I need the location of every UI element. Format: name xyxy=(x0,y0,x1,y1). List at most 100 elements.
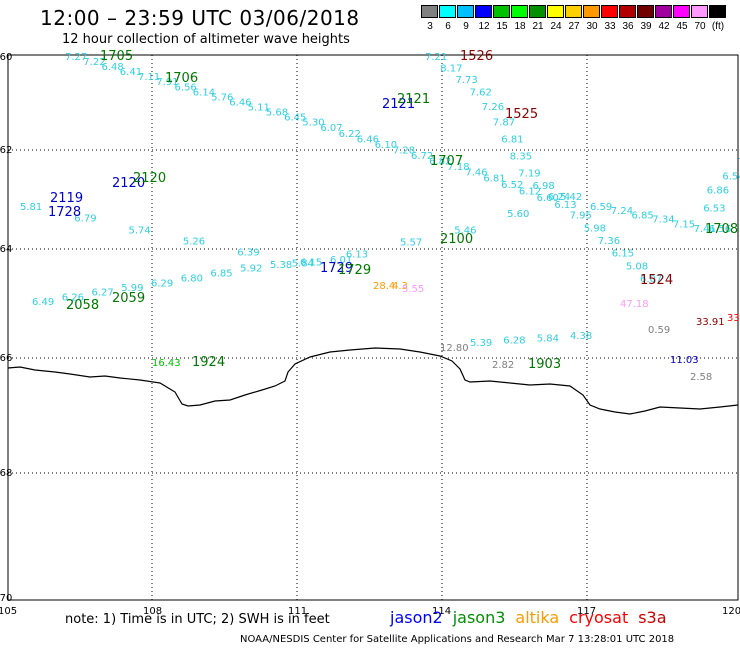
point-value: 47.18 xyxy=(620,299,649,310)
legend-label: 24 xyxy=(550,21,562,32)
track-value: 7.24 xyxy=(611,206,633,217)
track-value: 6.60 xyxy=(537,193,559,204)
legend-label: 15 xyxy=(496,21,508,32)
pass-id-label: 1705 xyxy=(100,49,133,64)
track-value: 6.53 xyxy=(703,204,725,215)
track-value: 6.85 xyxy=(632,210,654,221)
track-value: 5.39 xyxy=(470,338,492,349)
track-value: 6.81 xyxy=(483,173,505,184)
pass-id-label: 2121 xyxy=(382,97,415,112)
satellite-legend-item: s3a xyxy=(638,608,667,627)
track-value: 7.91 xyxy=(156,77,178,88)
legend-label: 6 xyxy=(445,21,451,32)
track-value: 6.07 xyxy=(640,274,662,285)
track-value: 7.41 xyxy=(694,224,716,235)
track-value: 6.56 xyxy=(709,224,731,235)
pass-id-label: 1706 xyxy=(165,71,198,86)
point-value: 28.4 xyxy=(373,281,395,292)
track-value: 6.26 xyxy=(62,292,84,303)
legend-label: 21 xyxy=(532,21,544,32)
legend-label: 45 xyxy=(676,21,688,32)
lat-label: -62 xyxy=(0,145,12,156)
track-value: 6.13 xyxy=(346,250,368,261)
track-value: 6.10 xyxy=(375,140,397,151)
legend-swatch xyxy=(421,5,438,18)
track-value: 5.84 xyxy=(292,258,314,269)
track-value: 5.74 xyxy=(129,225,151,236)
track-value: 5.68 xyxy=(266,108,288,119)
legend-label: 30 xyxy=(586,21,598,32)
legend-swatch xyxy=(547,5,564,18)
track-value: 7.87 xyxy=(493,118,515,129)
point-value: 5.55 xyxy=(402,284,424,295)
legend-label: 27 xyxy=(568,21,580,32)
legend-label: 39 xyxy=(640,21,652,32)
pass-id-label: 1903 xyxy=(528,357,561,372)
legend-label: 70 xyxy=(694,21,706,32)
track-value: 6.27 xyxy=(92,288,114,299)
track-value: 6.72 xyxy=(411,151,433,162)
track-value: 7.73 xyxy=(456,75,478,86)
track-value: 6.85 xyxy=(210,269,232,280)
track-value: 6.15 xyxy=(300,258,322,269)
lon-label: 108 xyxy=(143,606,162,617)
antarctic-coastline xyxy=(7,347,739,415)
track-value: 6.46 xyxy=(229,97,251,108)
track-value: 7.19 xyxy=(518,169,540,180)
track-value: 6.46 xyxy=(357,134,379,145)
track-value: 7.95 xyxy=(570,211,592,222)
track-value: 6.59 xyxy=(590,202,612,213)
track-value: 6.49 xyxy=(32,297,54,308)
track-value: 6.01 xyxy=(330,255,352,266)
map-title: 12:00 – 23:59 UTC 03/06/2018 xyxy=(40,6,360,30)
pass-id-label: 1707 xyxy=(430,154,463,169)
track-value: 5.60 xyxy=(507,209,529,220)
track-value: 5.38 xyxy=(270,260,292,271)
graticule xyxy=(8,55,738,600)
pass-id-label: 2121 xyxy=(397,92,430,107)
track-value: 5.81 xyxy=(20,202,42,213)
track-value: 8.17 xyxy=(440,63,462,74)
color-legend xyxy=(421,5,727,18)
point-value: 0.59 xyxy=(648,325,670,336)
track-value: 6.56 xyxy=(175,82,197,93)
track-value: 7.11 xyxy=(138,72,160,83)
pass-id-label: 1924 xyxy=(192,355,225,370)
track-value: 5.98 xyxy=(584,223,606,234)
pass-id-label: 2100 xyxy=(440,232,473,247)
track-value: 6.22 xyxy=(339,129,361,140)
lon-label: 120 xyxy=(722,606,740,617)
legend-label: 33 xyxy=(604,21,616,32)
track-value: 7.21 xyxy=(425,52,447,63)
point-value: 33 xyxy=(727,313,740,324)
track-value: 7.15 xyxy=(673,219,695,230)
lon-label: 105 xyxy=(0,606,17,617)
track-value: 7.26 xyxy=(482,102,504,113)
track-value: 7.46 xyxy=(465,168,487,179)
point-value: 33.91 xyxy=(696,317,725,328)
legend-swatch xyxy=(583,5,600,18)
lat-label: -64 xyxy=(0,244,12,255)
track-value: 7.27 xyxy=(65,52,87,63)
lat-label: -66 xyxy=(0,353,12,364)
legend-swatch xyxy=(511,5,528,18)
map-frame xyxy=(7,54,739,601)
satellite-legend: jason2 jason3 altika cryosat s3a xyxy=(390,608,667,627)
point-value: 2.82 xyxy=(492,360,514,371)
track-value: 7.34 xyxy=(652,215,674,226)
track-value: 5.46 xyxy=(454,225,476,236)
track-value: 6.07 xyxy=(320,123,342,134)
pass-id-label: 2058 xyxy=(66,298,99,313)
lat-label: -68 xyxy=(0,468,12,479)
legend-swatch xyxy=(709,5,726,18)
track-value: 6.39 xyxy=(237,248,259,259)
legend-swatch xyxy=(529,5,546,18)
footer-note: note: 1) Time is in UTC; 2) SWH is in fe… xyxy=(65,612,330,627)
track-value: 5.84 xyxy=(537,333,559,344)
track-value: 7.18 xyxy=(447,162,469,173)
track-value: 6.81 xyxy=(501,135,523,146)
track-value: 6.15 xyxy=(612,249,634,260)
pass-id-label: 1525 xyxy=(505,107,538,122)
track-value: 5.30 xyxy=(302,118,324,129)
